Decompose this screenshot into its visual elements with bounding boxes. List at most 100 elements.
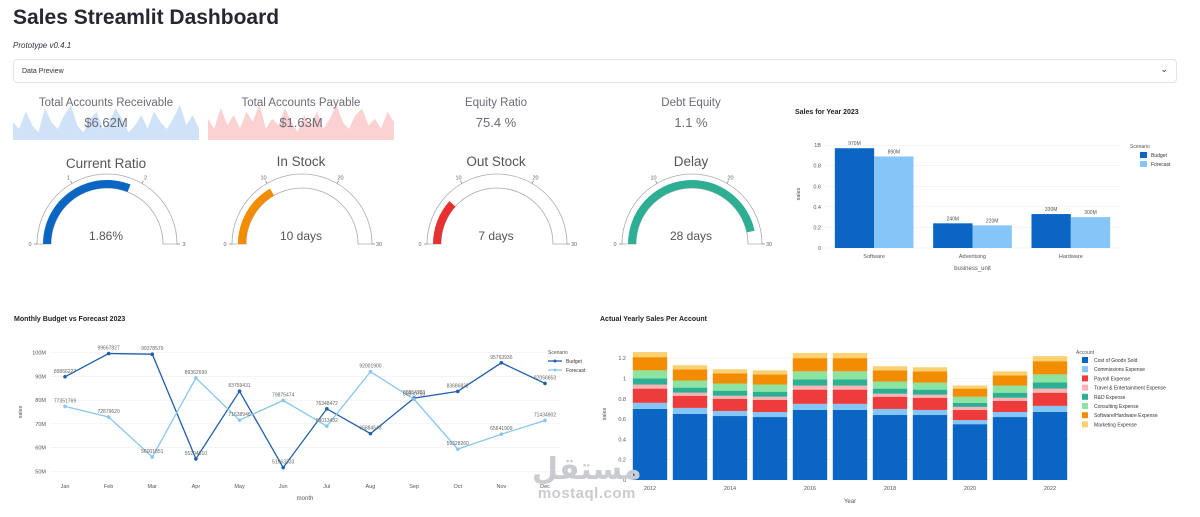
y-tick-label: 60M: [35, 446, 46, 452]
legend-label: Commissions Expense: [1094, 367, 1145, 373]
stack-segment: [992, 371, 1028, 376]
gauge-current-ratio: 0 1 2 3: [28, 173, 186, 248]
bar-forecast-advertising: [972, 225, 1012, 248]
stack-segment: [992, 400, 1028, 412]
stack-segment: [712, 410, 748, 417]
x-tick-label: Sep: [409, 484, 419, 490]
y-tick-label: 0.2: [618, 458, 626, 464]
data-point: [106, 351, 111, 356]
stack-segment: [632, 402, 668, 409]
stack-segment: [792, 385, 828, 390]
y-tick-label: 1B: [814, 143, 821, 149]
x-tick-label: Apr: [192, 484, 201, 490]
legend-swatch: [1082, 375, 1088, 382]
stack-segment: [792, 409, 828, 480]
stack-segment: [832, 409, 868, 480]
point-data-label: 71434902: [534, 412, 556, 418]
gauge-tick-label: 0: [28, 242, 31, 248]
stack-segment: [1032, 405, 1068, 412]
bar-budget-advertising: [933, 223, 973, 248]
gauge-value-bar: [238, 188, 274, 244]
stack-segment: [952, 424, 988, 480]
data-point: [63, 374, 67, 379]
gauge-track: [231, 173, 373, 245]
legend-label: Budget: [566, 359, 582, 365]
stack-segment: [632, 408, 668, 480]
point-data-label: 89362699: [185, 370, 207, 376]
stack-segment: [872, 408, 908, 416]
legend-label: Forecast: [566, 368, 586, 374]
gauge-value-bar: [43, 179, 131, 244]
data-point: [543, 381, 547, 386]
sales-year-bar-chart: 0 0.2 0.4 0.6 0.8 1B 970M 890M Software 240M 220M A…: [796, 141, 1171, 272]
data-preview-expander[interactable]: Data Preview ⌄: [13, 59, 1177, 83]
stack-segment: [992, 417, 1028, 480]
stack-segment: [872, 393, 908, 397]
stack-segment: [912, 409, 948, 416]
x-tick-label: Oct: [453, 484, 462, 490]
stack-segment: [632, 352, 668, 358]
watermark-arabic: مستقل: [532, 452, 642, 487]
data-point: [281, 465, 285, 470]
legend-label: Consulting Expense: [1094, 404, 1139, 410]
gauge-tick: [336, 180, 339, 184]
stack-segment: [792, 371, 828, 380]
x-tick-label: Mar: [148, 484, 158, 490]
stack-segment: [992, 375, 1028, 386]
stack-segment: [872, 415, 908, 480]
metric-value: 75.4 %: [475, 115, 517, 130]
gauge-tick-label: 0: [418, 242, 421, 248]
stack-segment: [752, 396, 788, 400]
x-axis-title: Year: [844, 499, 856, 505]
stack-segment: [952, 420, 988, 425]
stack-segment: [952, 388, 988, 397]
point-data-label: 65884543: [359, 426, 381, 432]
metric-label: Total Accounts Payable: [241, 97, 361, 109]
stack-segment: [832, 379, 868, 386]
stack-segment: [1032, 382, 1068, 389]
y-tick-label: 0.8: [618, 397, 626, 403]
stack-segment: [712, 416, 748, 480]
stack-segment: [912, 415, 948, 480]
stack-segment: [632, 388, 668, 403]
point-data-label: 99378579: [141, 346, 163, 352]
stack-segment: [992, 392, 1028, 398]
bar-data-label: 330M: [1045, 207, 1058, 213]
stack-segment: [672, 392, 708, 396]
y-tick-label: 0.6: [618, 417, 626, 423]
stack-segment: [712, 398, 748, 411]
gauge-tick-label: 1: [67, 175, 70, 181]
expander-label: Data Preview: [22, 67, 64, 75]
gauge-tick: [265, 180, 268, 184]
gauge-tick: [141, 180, 144, 184]
gauge-tick-label: 10: [650, 175, 656, 181]
metric-value: $6.62M: [84, 115, 128, 130]
data-point: [499, 360, 504, 365]
legend-label: Budget: [1151, 153, 1167, 159]
bar-forecast-hardware: [1070, 217, 1111, 248]
stack-segment: [752, 391, 788, 397]
stack-segment: [952, 385, 988, 389]
data-point: [325, 424, 329, 428]
stack-segment: [672, 414, 708, 480]
data-point: [237, 389, 242, 394]
stack-segment: [912, 371, 948, 383]
x-tick-label: 2012: [644, 486, 656, 492]
legend-swatch: [1082, 366, 1088, 373]
x-tick-label: Jul: [323, 484, 330, 490]
chevron-down-icon[interactable]: ⌄: [1160, 64, 1168, 74]
gauge-tick-label: 3: [182, 242, 185, 248]
gauge-value-current-ratio: 1.86%: [88, 229, 124, 243]
gauge-tick-label: 20: [337, 175, 343, 181]
legend-swatch: [1082, 412, 1088, 419]
stack-segment: [832, 389, 868, 404]
metric-label: Debt Equity: [661, 97, 721, 109]
gauge-tick-label: 30: [571, 242, 577, 248]
stack-segment: [1032, 356, 1068, 362]
metric-total-accounts-payable: Total Accounts Payable $1.63M: [208, 97, 394, 130]
metric-value: $1.63M: [279, 115, 323, 130]
x-tick-label: 2016: [804, 486, 816, 492]
legend-swatch: [1082, 357, 1088, 363]
stack-segment: [912, 382, 948, 390]
gauge-tick-label: 20: [727, 175, 733, 181]
